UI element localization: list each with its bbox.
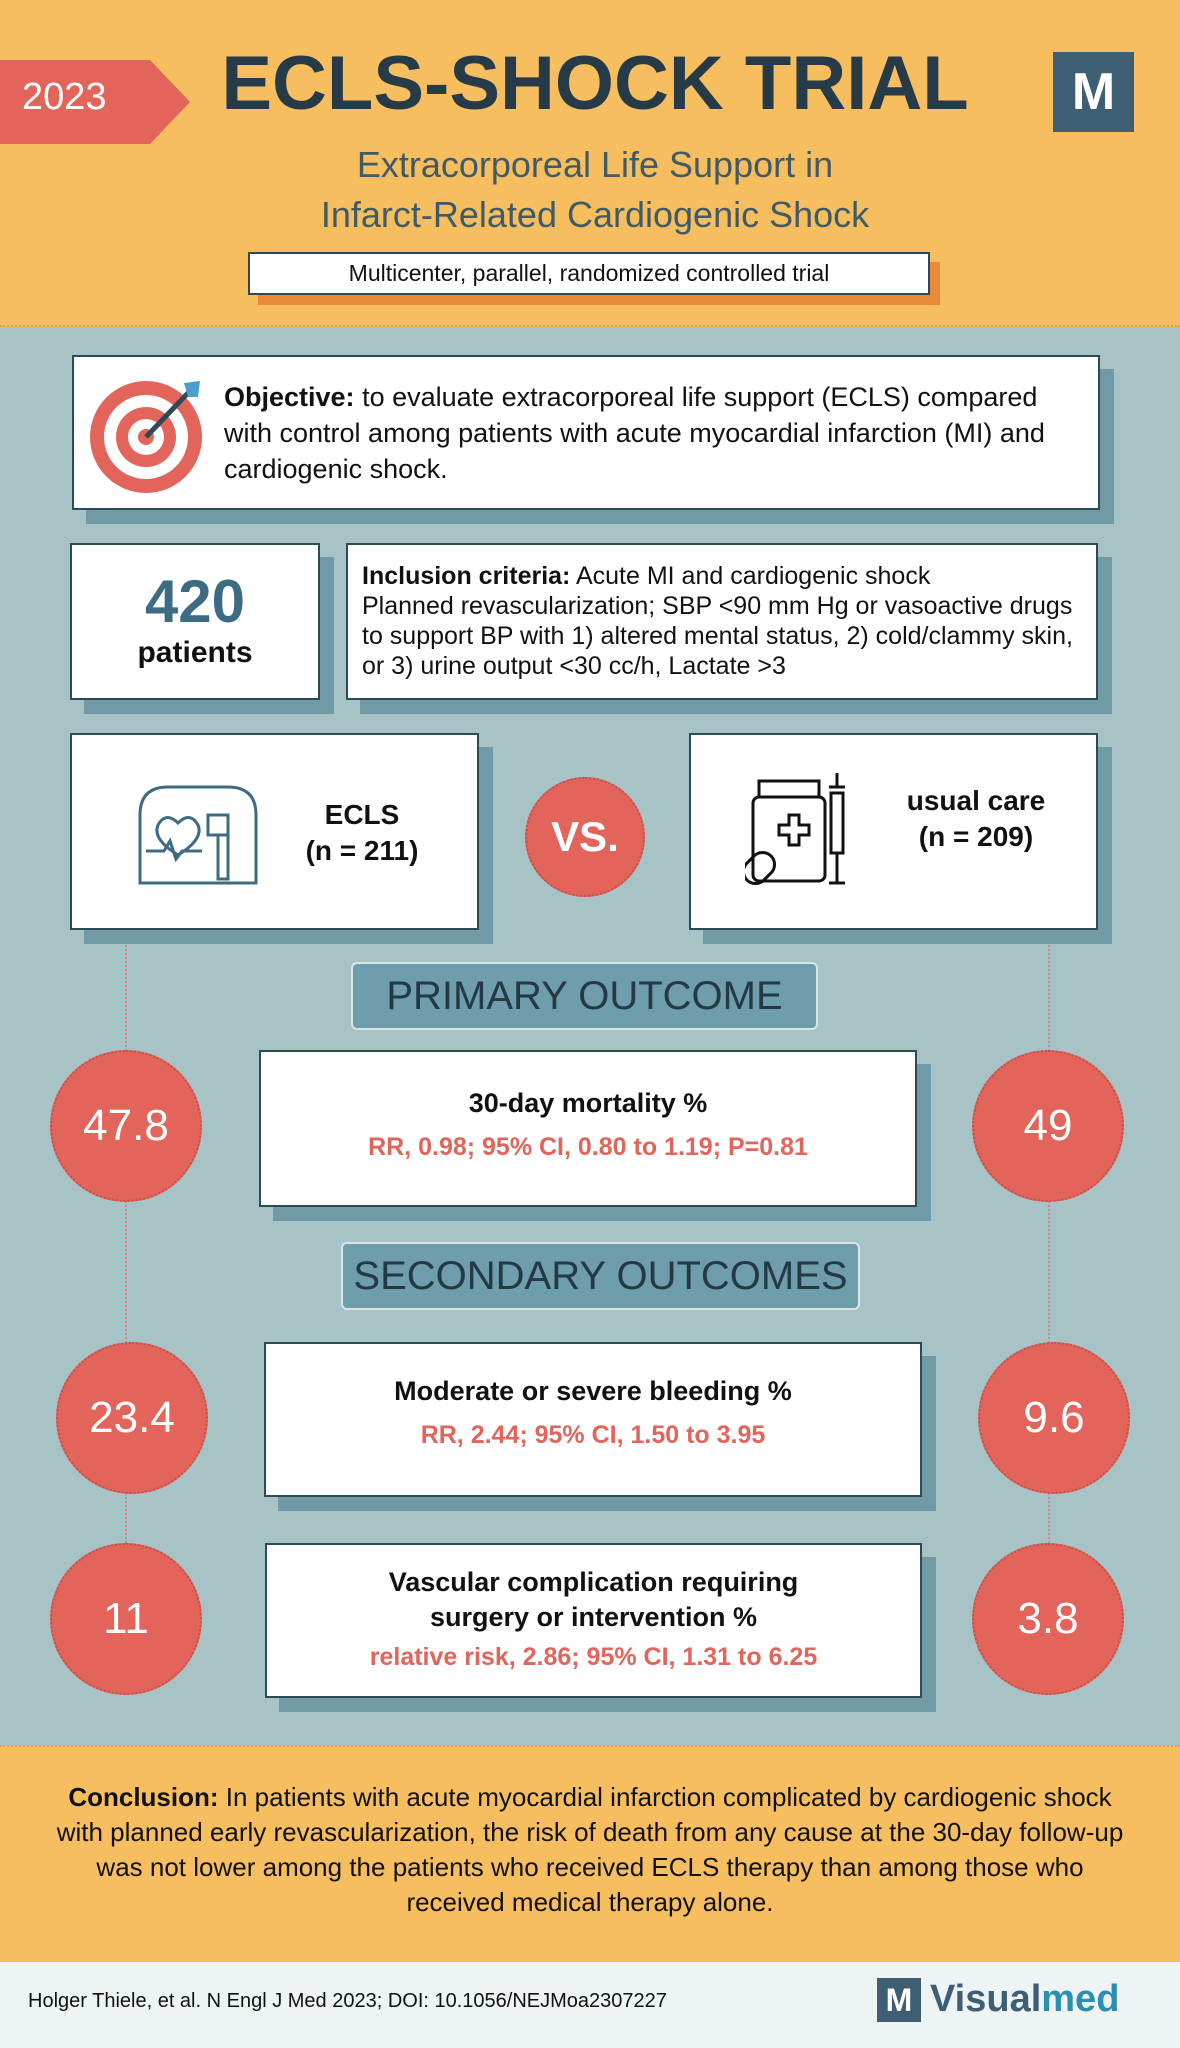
connector (125, 930, 127, 1690)
connector (1048, 930, 1050, 1690)
conclusion: Conclusion: In patients with acute myoca… (50, 1780, 1130, 1920)
outcome-name: 30-day mortality % (468, 1088, 708, 1118)
objective-box: Objective: to evaluate extracorporeal li… (72, 355, 1100, 510)
outcome-box: 30-day mortality % RR, 0.98; 95% CI, 0.8… (259, 1050, 917, 1207)
arm: usual care (n = 209) (866, 783, 1086, 855)
outcome-stat: RR, 2.44; 95% CI, 1.50 to 3.95 (420, 1421, 766, 1449)
arm-box: ECLS (n = 211) (70, 733, 479, 930)
section-heading: SECONDARY OUTCOMES (341, 1242, 860, 1310)
patients-box: 420 patients (70, 543, 320, 700)
arm-box: usual care (n = 209) (689, 733, 1098, 930)
outcome-stat: relative risk, 2.86; 95% CI, 1.31 to 6.2… (369, 1643, 818, 1671)
objective: Objective: to evaluate extracorporeal li… (224, 379, 1084, 487)
outcome-stat: RR, 0.98; 95% CI, 0.80 to 1.19; P=0.81 (368, 1133, 808, 1161)
design-label: Multicenter, parallel, randomized contro… (248, 252, 930, 295)
title: ECLS-SHOCK TRIAL (221, 41, 969, 126)
target-icon (90, 381, 202, 493)
subtitle-line: Extracorporeal Life Support in (356, 144, 834, 185)
arm: ECLS (n = 211) (262, 797, 462, 869)
ecls-value: 11 (50, 1543, 202, 1695)
year: 2023 (22, 76, 107, 118)
patient-label: patients (137, 636, 253, 669)
brand-part: Visual (930, 1978, 1042, 2020)
subtitle: Extracorporeal Life Support in Infarct-R… (200, 140, 990, 240)
arm-n: (n = 209) (918, 821, 1034, 852)
objective-label: Objective: (224, 382, 355, 412)
ecls-icon (138, 785, 258, 885)
brand: Visualmed (930, 1978, 1119, 2021)
inclusion-box: Inclusion criteria: Acute MI and cardiog… (346, 543, 1098, 700)
inclusion: Inclusion criteria: Acute MI and cardiog… (362, 561, 1082, 681)
subtitle-line: Infarct-Related Cardiogenic Shock (320, 194, 870, 235)
inclusion-line: Planned revascularization; SBP <90 mm Hg… (362, 592, 1073, 680)
control-value: 49 (972, 1050, 1124, 1202)
outcome-name: Moderate or severe bleeding % (394, 1376, 792, 1406)
logo: M (1053, 52, 1134, 132)
section-heading: PRIMARY OUTCOME (351, 962, 818, 1030)
arm-n: (n = 211) (305, 835, 419, 866)
year-tag (0, 60, 190, 144)
outcome-name: Vascular complication requiring surgery … (388, 1567, 799, 1632)
arm-name: usual care (906, 785, 1046, 816)
inclusion-label: Inclusion criteria: (362, 562, 571, 590)
control-value: 9.6 (978, 1342, 1130, 1494)
outcome-box: Vascular complication requiring surgery … (265, 1543, 922, 1698)
arm-name: ECLS (324, 799, 400, 830)
conclusion-text: In patients with acute myocardial infarc… (56, 1782, 1124, 1917)
control-value: 3.8 (972, 1543, 1124, 1695)
citation: Holger Thiele, et al. N Engl J Med 2023;… (28, 1990, 667, 2012)
care-icon (745, 773, 845, 886)
footer (0, 1962, 1180, 2048)
outcome-box: Moderate or severe bleeding % RR, 2.44; … (264, 1342, 922, 1497)
ecls-value: 23.4 (56, 1342, 208, 1494)
inclusion-line: Acute MI and cardiogenic shock (575, 562, 931, 590)
brand-logo: M (877, 1978, 921, 2022)
brand-part: med (1041, 1978, 1120, 2020)
vs-badge: VS. (525, 777, 645, 897)
objective-text: to evaluate extracorporeal life support … (224, 382, 1045, 484)
conclusion-label: Conclusion: (68, 1782, 219, 1812)
conclusion-band (0, 1745, 1180, 1964)
patient-count: 420 (144, 568, 246, 635)
ecls-value: 47.8 (50, 1050, 202, 1202)
